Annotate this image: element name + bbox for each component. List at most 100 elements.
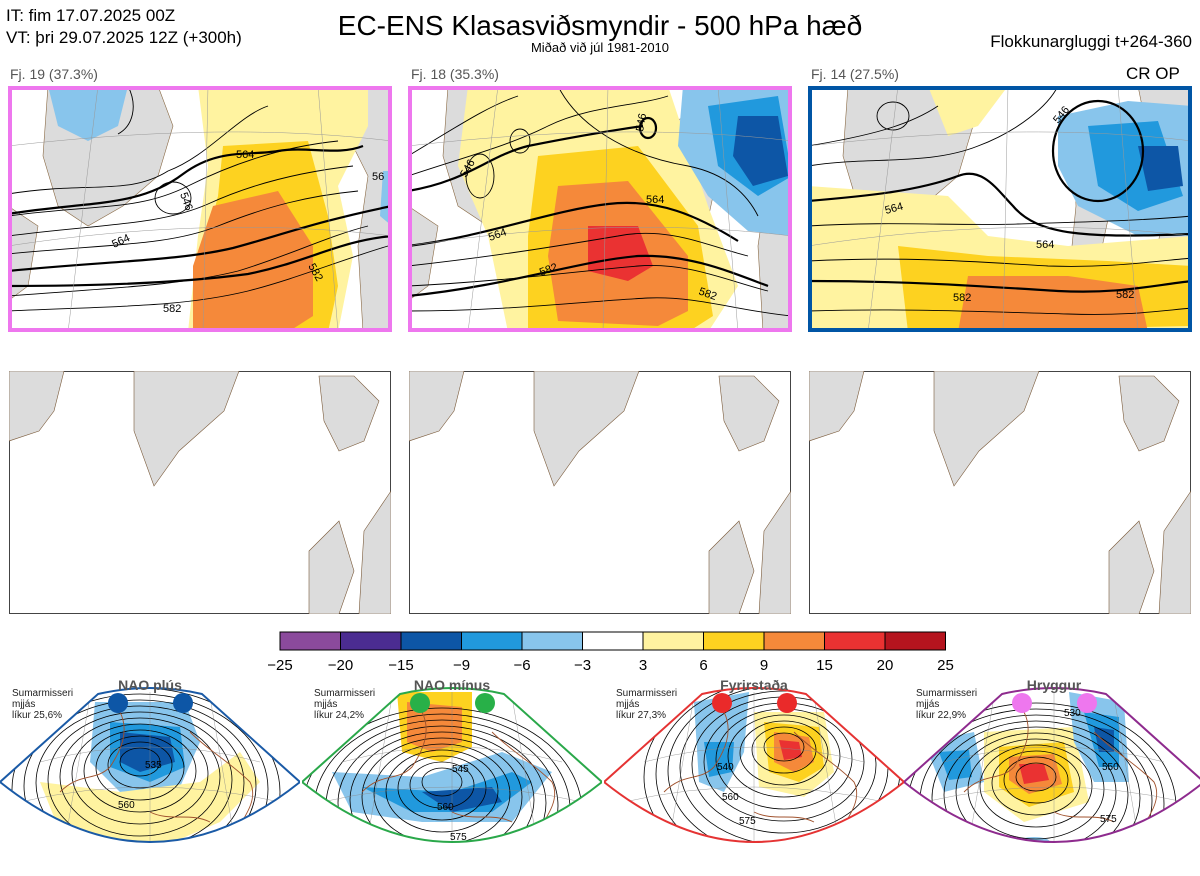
classification-window: Flokkunargluggi t+264-360	[990, 32, 1192, 51]
contour-label: 582	[697, 286, 718, 304]
regime-season: Sumarmisseri	[12, 688, 74, 699]
regime-map-1[interactable]: 535 560 NAO plús Sumarmisseri mjjás líkur 25,…	[0, 672, 302, 871]
colorbar-tick-label: 3	[639, 657, 647, 674]
page-title: EC-ENS Klasasviðsmyndir - 500 hPa hæð	[337, 10, 863, 41]
regime-fan-map: 530 550 575	[902, 687, 1200, 843]
regime-probability: líkur 27,3%	[616, 710, 667, 721]
graticule	[808, 86, 1192, 332]
regime-marker-dot	[1012, 693, 1032, 713]
anomaly-colorbar: −25 −20 −15 −9 −6 −3 3 6 9 15 20 25	[267, 631, 954, 674]
contour-label: 560	[722, 792, 739, 803]
regime-map-4[interactable]: 530 550 575 Hryggur Sumarmisseri mjjás líkur 2…	[902, 672, 1200, 871]
contour-label: 582	[953, 292, 971, 304]
regime-name: NAO mínus	[413, 677, 491, 693]
colorbar-swatch	[703, 631, 765, 651]
regime-map-2[interactable]: 545 560 575 NAO mínus Sumarmisseri mjjás líkur…	[300, 672, 604, 871]
colorbar-tick-label: −15	[388, 657, 413, 674]
empty-map-3[interactable]	[809, 371, 1191, 614]
thick-contours	[808, 99, 1192, 293]
contour-lines	[808, 86, 1192, 315]
empty-map-2[interactable]	[409, 371, 791, 614]
cluster-frame	[8, 86, 392, 332]
regime-fan-map: 545 560 575	[300, 687, 604, 843]
regime-fan-map: 540 560 575	[602, 687, 906, 843]
regime-months: mjjás	[616, 699, 640, 710]
regime-marker-dot	[1077, 693, 1097, 713]
contour-label: 546	[177, 191, 195, 212]
colorbar-tick-label: 15	[816, 657, 833, 674]
contour-label: 56	[372, 171, 384, 183]
contour-label: 546	[634, 112, 649, 132]
regime-marker-dot	[475, 693, 495, 713]
thick-contours	[8, 144, 392, 288]
graticule	[321, 692, 583, 842]
contour-label: 550	[1102, 762, 1119, 773]
regime-name: Fyrirstaða	[720, 677, 788, 693]
contour-label: 560	[437, 802, 454, 813]
contour-label: 560	[118, 800, 135, 811]
contour-label: 564	[1036, 239, 1054, 251]
empty-map-1[interactable]	[9, 371, 391, 614]
contour-label: 582	[538, 261, 559, 279]
regime-months: mjjás	[916, 699, 940, 710]
colorbar-tick-label: 9	[760, 657, 768, 674]
climatology-subtitle: Miðað við júl 1981-2010	[530, 40, 670, 55]
cluster-label-1: Fj. 19 (37.3%)	[10, 66, 98, 82]
regime-months: mjjás	[12, 699, 36, 710]
colorbar-swatch	[279, 631, 341, 651]
contour-label: 575	[450, 832, 467, 843]
contour-label: 564	[487, 226, 508, 244]
regime-frame	[902, 687, 1200, 843]
contour-label: 575	[739, 816, 756, 827]
colorbar-swatch	[642, 631, 704, 651]
cluster-frame	[808, 86, 1192, 332]
contour-label: 540	[717, 762, 734, 773]
colorbar-tick-label: 6	[699, 657, 707, 674]
colorbar-tick-label: −9	[453, 657, 470, 674]
regime-probability: líkur 25,6%	[12, 710, 63, 721]
contour-label: 535	[145, 760, 162, 771]
regime-marker-dot	[777, 693, 797, 713]
regime-fan-map: 535 560	[0, 687, 302, 843]
colorbar-tick-label: 25	[937, 657, 954, 674]
anomaly-shading	[458, 86, 792, 332]
regime-probability: líkur 22,9%	[916, 710, 967, 721]
control-operational-badge: CR OP	[1126, 64, 1180, 83]
regime-frame	[0, 687, 302, 843]
colorbar-swatch	[340, 631, 402, 651]
anomaly-shading	[694, 692, 834, 797]
colorbar-swatch	[884, 631, 946, 651]
cluster-map-3[interactable]: 546 564 582 564 582	[808, 86, 1192, 332]
regime-map-3[interactable]: 540 560 575 Fyrirstaða Sumarmisseri mjjás líku…	[602, 672, 906, 871]
graticule	[8, 86, 392, 332]
colorbar-swatch	[521, 631, 583, 651]
colorbar-swatch	[824, 631, 886, 651]
colorbar-swatch	[461, 631, 523, 651]
contour-label: 564	[646, 194, 664, 206]
regime-probability: líkur 24,2%	[314, 710, 365, 721]
colorbar-tick-label: −3	[574, 657, 591, 674]
regime-frame	[300, 687, 604, 843]
contour-label: 582	[163, 303, 181, 315]
regime-months: mjjás	[314, 699, 338, 710]
colorbar-swatch	[400, 631, 462, 651]
contour-label: 575	[1100, 814, 1117, 825]
cluster-map-2[interactable]: 546 564 582 546 564 582	[408, 86, 792, 332]
contour-lines	[408, 86, 792, 317]
colorbar-tick-label: −20	[328, 657, 353, 674]
contour-label: 564	[236, 149, 254, 161]
regime-season: Sumarmisseri	[916, 688, 978, 699]
cluster-map-1[interactable]: 546 564 582 56 564 582	[8, 86, 392, 332]
colorbar-tick-label: 20	[877, 657, 894, 674]
colorbar-tick-label: −6	[513, 657, 530, 674]
cluster-label-3: Fj. 14 (27.5%)	[811, 66, 899, 82]
valid-time: VT: þri 29.07.2025 12Z (+300h)	[6, 28, 242, 47]
contour-label: 582	[1116, 289, 1134, 301]
contour-lines	[0, 688, 281, 842]
colorbar-swatch	[763, 631, 825, 651]
initial-time: IT: fim 17.07.2025 00Z	[6, 6, 176, 25]
cluster-label-2: Fj. 18 (35.3%)	[411, 66, 499, 82]
regime-marker-dot	[108, 693, 128, 713]
regime-marker-dot	[712, 693, 732, 713]
graticule	[408, 86, 792, 332]
